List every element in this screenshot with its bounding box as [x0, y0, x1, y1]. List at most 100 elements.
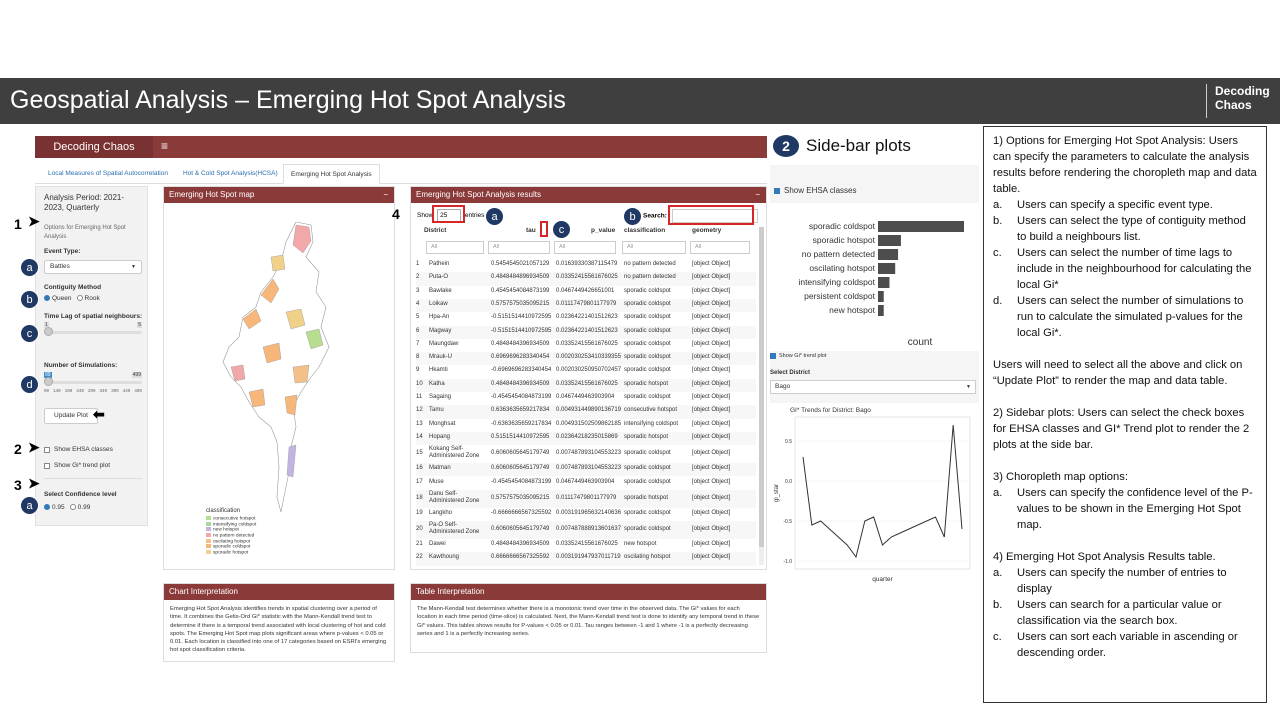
table-row[interactable]: 21 Dawei 0.4848484396934509 0.0335241556167…: [416, 539, 756, 552]
app-screenshot: Decoding Chaos ≡ Local Measures of Spati…: [35, 136, 767, 662]
app-brand[interactable]: Decoding Chaos: [35, 136, 153, 158]
radio-rook[interactable]: Rook: [76, 295, 100, 302]
classification-cell: sporadic coldspot: [624, 465, 671, 472]
geometry-cell: [object Object]: [692, 465, 731, 472]
update-plot-button[interactable]: Update Plot: [44, 408, 98, 424]
tau-cell: 0.4848484896934509: [491, 274, 550, 281]
simulations-slider[interactable]: 99 499 99 149 199 249 299 349 399 449 49…: [44, 372, 142, 393]
filter-geometry[interactable]: All: [690, 241, 750, 254]
select-district-label: Select District: [770, 370, 811, 376]
tab-local-measures[interactable]: Local Measures of Spatial Autocorrelatio…: [48, 170, 168, 177]
geometry-cell: [object Object]: [692, 274, 731, 281]
table-row[interactable]: 7 Maungdaw 0.4848484396934509 0.03352415561…: [416, 339, 756, 352]
table-row[interactable]: 13 Monghsat -0.6363635659217834 0.004931502…: [416, 419, 756, 432]
table-row[interactable]: 3 Bawlake 0.4545454084873199 0.046744942665…: [416, 286, 756, 299]
radio-095[interactable]: 0.95: [44, 504, 65, 511]
list-text: Users can select the number of simulatio…: [1017, 295, 1244, 339]
table-scrollbar[interactable]: [759, 227, 764, 565]
table-row[interactable]: 4 Loikaw 0.5757575035095215 0.0111747980117…: [416, 298, 756, 313]
filter-district[interactable]: All: [426, 241, 484, 254]
scrollbar-thumb[interactable]: [759, 227, 764, 547]
table-row[interactable]: 5 Hpa-An -0.5151514410972595 0.023642214015…: [416, 312, 756, 325]
row-index: 20: [416, 526, 423, 533]
table-interp-text: The Mann-Kendall test determines whether…: [417, 606, 760, 637]
table-row[interactable]: 9 Hkamti -0.6969696283340454 0.002030250950…: [416, 365, 756, 378]
classification-cell: sporadic coldspot: [624, 340, 671, 347]
table-row[interactable]: 2 Puta-O 0.4848484896934509 0.0335241556167…: [416, 272, 756, 286]
callout-a-badge: a: [20, 258, 39, 277]
slider-handle[interactable]: [44, 377, 53, 386]
radio-095-label: 0.95: [52, 504, 65, 511]
col-header-tau[interactable]: tau: [526, 227, 536, 234]
legend-item: intensifying coldspot: [206, 521, 256, 528]
legend-swatch: [206, 544, 211, 549]
show-gi-check-on[interactable]: Show Gi* trend plot: [770, 353, 826, 359]
radio-queen[interactable]: Queen: [44, 295, 72, 302]
filter-tau[interactable]: All: [488, 241, 550, 254]
choropleth-map[interactable]: [201, 217, 361, 517]
district-select[interactable]: Bago ▼: [770, 380, 976, 394]
logo-line-2: Chaos: [1215, 98, 1252, 112]
tau-cell: 0.5757575035095215: [491, 494, 550, 501]
district-cell: Maungdaw: [429, 340, 459, 347]
tau-cell: 0.4848484396934509: [491, 380, 550, 387]
table-row[interactable]: 8 Mrauk-U 0.6969696283340454 0.002030253410…: [416, 352, 756, 366]
table-row[interactable]: 11 Sagaing -0.4545454084873199 0.0467449463…: [416, 392, 756, 405]
table-row[interactable]: 10 Katha 0.4848484396934509 0.0335241556167…: [416, 378, 756, 392]
show-ehsa-checkbox[interactable]: Show EHSA classes: [44, 446, 113, 453]
col-header-pvalue[interactable]: p_value: [591, 227, 616, 234]
row-index: 16: [416, 465, 423, 472]
note-p1-item: b. Users can select the type of contiguit…: [993, 213, 1257, 245]
note-p1-item: a. Users can specify a specific event typ…: [993, 197, 1257, 213]
district-cell: Hpa-An: [429, 314, 450, 321]
tau-cell: 0.5454545021057129: [491, 261, 550, 267]
list-text: Users can specify a specific event type.: [1017, 199, 1213, 211]
table-row[interactable]: 22 Kawthoung 0.6666666567325592 0.003191947…: [416, 552, 756, 566]
table-row[interactable]: 1 Pathein 0.5454545021057129 0.016393303871…: [416, 259, 756, 272]
table-row[interactable]: 6 Magway -0.5151514410972595 0.023642214015…: [416, 325, 756, 339]
table-row[interactable]: 12 Tamu 0.6363635659217834 0.00493144989013…: [416, 405, 756, 419]
menu-icon[interactable]: ≡: [161, 139, 169, 153]
checkbox-icon: [774, 187, 780, 194]
row-index: 11: [416, 394, 423, 400]
y-tick-label: 0.5: [785, 439, 792, 445]
filter-classification[interactable]: All: [622, 241, 686, 254]
event-type-select[interactable]: Battles ▼: [44, 260, 142, 274]
pvalue-cell: 0.002030253410339355: [556, 354, 622, 361]
table-row[interactable]: 16 Matman 0.6060605645179749 0.007487893104…: [416, 463, 756, 477]
col-header-geometry[interactable]: geometry: [692, 227, 722, 234]
minimize-icon[interactable]: −: [755, 190, 760, 199]
row-index: 8: [416, 354, 420, 361]
table-row[interactable]: 18 Danu Self-Administered Zone 0.575757503…: [416, 489, 756, 508]
radio-099[interactable]: 0.99: [69, 504, 90, 511]
note-p5-item: a. Users can specify the number of entrie…: [993, 565, 1257, 597]
col-header-district[interactable]: District: [424, 227, 447, 234]
table-row[interactable]: 14 Hopang 0.5151514410972595 0.023642182350…: [416, 431, 756, 446]
map-region-sporadic: [285, 308, 306, 330]
contiguity-label: Contiguity Method: [44, 284, 102, 291]
callout-d-badge: d: [20, 375, 39, 394]
table-row[interactable]: 15 Kokang Self-Administered Zone 0.6060605…: [416, 445, 756, 463]
tab-hcsa[interactable]: Hot & Cold Spot Analysis(HCSA): [183, 170, 278, 177]
table-row[interactable]: 20 Pa-O Self-Administered Zone 0.606060564…: [416, 521, 756, 540]
geometry-cell: [object Object]: [692, 354, 731, 361]
minimize-icon[interactable]: −: [383, 190, 388, 199]
time-lag-slider[interactable]: 1 5: [44, 322, 142, 342]
filter-pvalue[interactable]: All: [554, 241, 616, 254]
results-box-title: Emerging Hot Spot Analysis results: [416, 190, 541, 199]
table-row[interactable]: 17 Muse -0.4545454084873199 0.0467449463903…: [416, 477, 756, 490]
search-input[interactable]: [671, 209, 758, 223]
show-ehsa-check-on[interactable]: Show EHSA classes: [774, 186, 856, 195]
col-header-classification[interactable]: classification: [624, 227, 666, 234]
slider-handle[interactable]: [44, 327, 53, 336]
slider-tick: 299: [87, 388, 96, 393]
row-index: 12: [416, 407, 423, 414]
geometry-cell: [object Object]: [692, 300, 731, 307]
table-row[interactable]: 19 Langkho -0.6666666567325592 0.0031919656…: [416, 508, 756, 521]
callout-b-badge: b: [623, 207, 642, 226]
y-axis-label: gi_star: [774, 484, 780, 502]
district-cell: Matman: [429, 465, 451, 472]
callout-b-badge: b: [20, 290, 39, 309]
tab-ehsa[interactable]: Emerging Hot Spot Analysis: [283, 164, 380, 184]
show-gi-checkbox[interactable]: Show Gi* trend plot: [44, 462, 110, 469]
